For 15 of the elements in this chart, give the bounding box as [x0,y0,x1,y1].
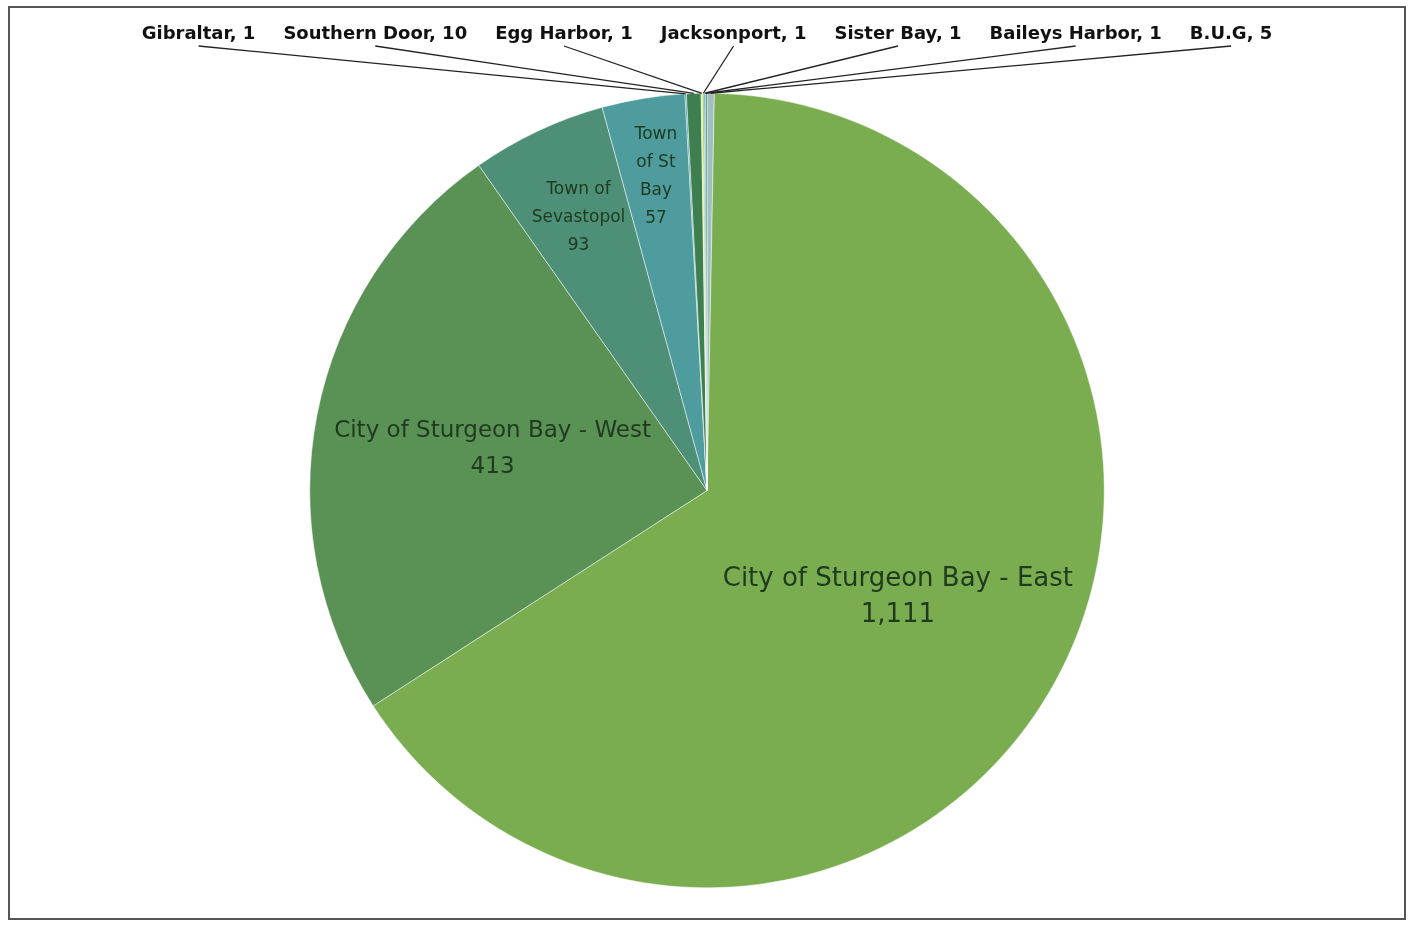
slice-label: B.U.G, 5 [1189,21,1273,43]
slice-label: City of Sturgeon Bay - West [334,415,651,442]
slice-label: Jacksonport, 1 [658,21,807,43]
slice-label: Sister Bay, 1 [834,21,962,43]
data-label: 413 [470,451,515,478]
data-label: 1,111 [860,597,936,628]
slice-label: Town of St Bay [633,123,678,200]
data-label: 93 [567,233,590,254]
slice-label: Baileys Harbor, 1 [989,21,1162,43]
slice-label: City of Sturgeon Bay - East [722,561,1074,592]
data-label: 57 [645,207,667,228]
slice-label: Egg Harbor, 1 [495,21,633,43]
slice-label: Town of Sevastopol [531,177,626,226]
slice-label: Southern Door, 10 [283,21,468,43]
slice-label: Gibraltar, 1 [141,21,256,43]
